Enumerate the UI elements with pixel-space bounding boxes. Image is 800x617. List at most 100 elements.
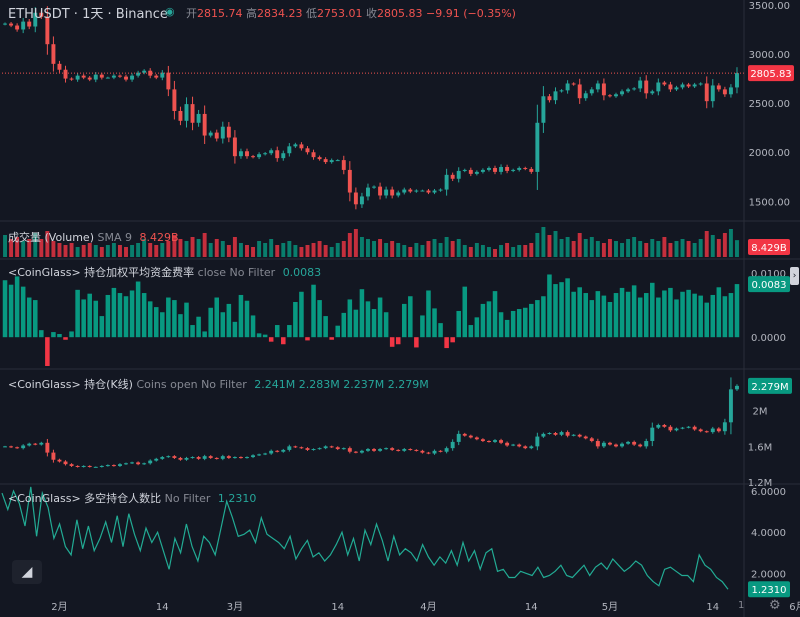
volume-bar[interactable] [607,239,612,257]
funding-bar[interactable] [45,337,50,366]
funding-bar[interactable] [504,319,510,338]
volume-bar[interactable] [505,243,510,257]
candle-body[interactable] [607,95,612,97]
volume-bar[interactable] [583,239,588,257]
candle-body[interactable] [63,69,68,79]
funding-bar[interactable] [268,337,274,342]
candle-body[interactable] [402,189,407,193]
candle-body[interactable] [293,144,298,147]
candle-body[interactable] [553,91,558,101]
funding-bar[interactable] [2,280,8,338]
candle-body[interactable] [142,463,147,465]
funding-bar[interactable] [389,337,395,347]
volume-bar[interactable] [366,239,370,257]
candle-body[interactable] [632,441,637,445]
volume-bar[interactable] [57,243,62,257]
candle-body[interactable] [75,465,80,467]
volume-bar[interactable] [728,229,733,257]
candle-body[interactable] [420,190,425,192]
funding-bar[interactable] [444,337,449,349]
candle-body[interactable] [704,431,709,433]
funding-bar[interactable] [359,289,365,338]
volume-bar[interactable] [396,243,401,257]
candle-body[interactable] [172,456,177,458]
volume-bar[interactable] [39,239,44,257]
funding-bar[interactable] [329,337,334,340]
candle-body[interactable] [704,83,709,102]
candle-body[interactable] [656,82,661,92]
funding-bar[interactable] [510,310,516,338]
funding-bar[interactable] [613,293,619,338]
volume-bar[interactable] [620,243,625,257]
candle-body[interactable] [541,96,546,123]
volume-tag[interactable] [748,239,790,255]
funding-bar[interactable] [402,303,407,338]
funding-bar[interactable] [728,293,734,338]
volume-bar[interactable] [589,237,594,257]
funding-bar[interactable] [160,312,165,338]
candle-body[interactable] [251,455,256,458]
funding-bar[interactable] [571,291,576,338]
candle-body[interactable] [299,144,304,149]
volume-bar[interactable] [305,245,310,257]
volume-bar[interactable] [81,245,86,257]
funding-bar[interactable] [619,287,625,338]
volume-bar[interactable] [178,239,183,257]
funding-bar[interactable] [492,291,498,338]
candle-body[interactable] [571,83,576,85]
volume-bars[interactable] [3,227,739,257]
funding-bar[interactable] [147,301,153,338]
candle-body[interactable] [281,449,286,452]
long-short-line[interactable] [1,486,729,590]
funding-legend[interactable]: <CoinGlass> 持仓加权平均资金费率 close No Filter 0… [8,264,321,280]
candle-body[interactable] [160,72,165,78]
candle-body[interactable] [317,448,322,450]
funding-bar[interactable] [190,325,195,338]
volume-bar[interactable] [341,241,346,257]
volume-bar[interactable] [323,245,328,257]
candle-body[interactable] [93,466,98,468]
volume-bar[interactable] [124,247,128,257]
candle-body[interactable] [154,75,159,78]
volume-bar[interactable] [450,241,455,257]
candle-body[interactable] [511,169,516,171]
candle-body[interactable] [414,190,419,192]
candle-body[interactable] [27,443,32,446]
candle-body[interactable] [251,156,256,158]
candle-body[interactable] [99,74,104,78]
candle-body[interactable] [589,438,594,442]
candle-body[interactable] [692,84,697,87]
volume-bar[interactable] [245,245,249,257]
candle-body[interactable] [547,433,552,434]
candle-body[interactable] [493,440,497,442]
candle-body[interactable] [214,132,219,139]
volume-bar[interactable] [565,237,570,257]
funding-bar[interactable] [274,325,280,338]
funding-bar[interactable] [238,294,244,338]
candle-body[interactable] [269,150,274,154]
candle-body[interactable] [111,465,116,467]
goto-date-icon[interactable]: 1 [738,600,745,611]
volume-bar[interactable] [402,245,407,257]
candle-body[interactable] [438,189,443,191]
candle-body[interactable] [468,435,473,438]
funding-bar[interactable] [299,291,304,338]
candle-body[interactable] [45,442,50,453]
candle-body[interactable] [607,442,612,445]
volume-bar[interactable] [462,245,467,257]
candle-body[interactable] [378,186,383,196]
candle-body[interactable] [438,450,443,452]
volume-bar[interactable] [735,240,739,257]
candle-body[interactable] [287,146,292,154]
funding-bar[interactable] [522,307,528,338]
candle-body[interactable] [117,75,122,77]
volume-bar[interactable] [15,237,20,257]
funding-bar[interactable] [57,334,62,338]
candle-body[interactable] [450,174,455,179]
candle-body[interactable] [99,465,104,467]
candle-body[interactable] [632,88,637,90]
candle-body[interactable] [317,157,322,160]
volume-bar[interactable] [632,237,637,257]
funding-bar[interactable] [26,297,32,338]
funding-bar[interactable] [244,300,250,338]
